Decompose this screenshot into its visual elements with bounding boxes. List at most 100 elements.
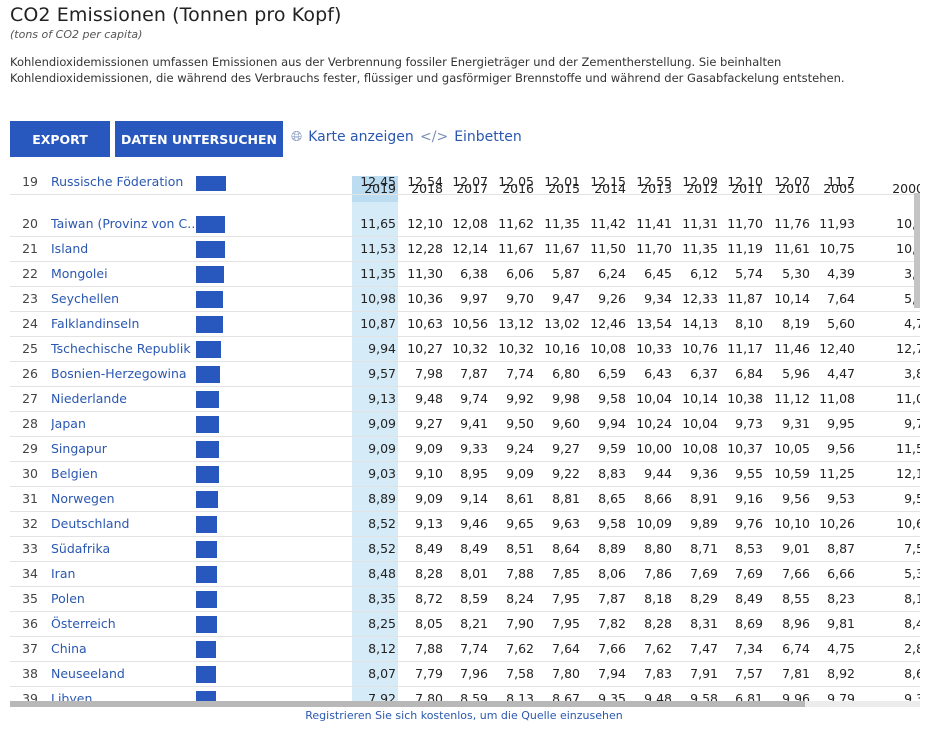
country-link[interactable]: Bosnien-Herzegowina <box>51 366 187 381</box>
cell-2014: 8,83 <box>598 466 626 481</box>
table-row[interactable]: 22 Mongolei 11,35 11,30 6,38 6,06 5,87 6,24 6,45… <box>10 262 920 287</box>
cell-2012: 10,14 <box>682 391 718 406</box>
cell-2000: 8,1 <box>904 591 920 606</box>
table-row[interactable]: 34 Iran 8,48 8,28 8,01 7,88 7,85 8,06 7,86 7,69 7,… <box>10 562 920 587</box>
cell-2016: 9,09 <box>506 466 534 481</box>
cell-2014: 9,94 <box>598 416 626 431</box>
source-register-link[interactable]: Registrieren Sie sich kostenlos, um die … <box>305 709 623 722</box>
country-link[interactable]: Neuseeland <box>51 666 125 681</box>
cell-2018: 9,48 <box>415 391 443 406</box>
country-link[interactable]: Japan <box>51 416 86 431</box>
table-row[interactable]: 26 Bosnien-Herzegowina 9,57 7,98 7,87 7,74 6,8… <box>10 362 920 387</box>
table-row[interactable]: 35 Polen 8,35 8,72 8,59 8,24 7,95 7,87 8,18 8,29 8… <box>10 587 920 612</box>
year-header-2016[interactable]: 2016 <box>502 181 534 196</box>
year-header-2012[interactable]: 2012 <box>686 181 718 196</box>
country-link[interactable]: Singapur <box>51 441 107 456</box>
cell-2013: 10,09 <box>636 516 672 531</box>
table-row[interactable]: 30 Belgien 9,03 9,10 8,95 9,09 9,22 8,83 9,44 9,3… <box>10 462 920 487</box>
country-link[interactable]: Island <box>51 241 89 256</box>
country-link[interactable]: Niederlande <box>51 391 127 406</box>
year-header-2014[interactable]: 2014 <box>594 181 626 196</box>
explore-data-button[interactable]: DATEN UNTERSUCHEN <box>115 121 283 157</box>
cell-2016: 9,92 <box>506 391 534 406</box>
year-header-2017[interactable]: 2017 <box>456 181 488 196</box>
table-row[interactable]: 20 Taiwan (Provinz von C… 11,65 12,10 12,08 1… <box>10 212 920 237</box>
cell-2005: 7,64 <box>827 291 855 306</box>
country-link[interactable]: Taiwan (Provinz von C… <box>51 216 197 231</box>
table-row[interactable]: 33 Südafrika 8,52 8,49 8,49 8,51 8,64 8,89 8,80 8… <box>10 537 920 562</box>
country-link[interactable]: Südafrika <box>51 541 111 556</box>
value-bar <box>196 641 216 658</box>
cell-2017: 10,56 <box>452 316 488 331</box>
year-header-2005[interactable]: 2005 <box>823 181 855 196</box>
country-link[interactable]: Falklandinseln <box>51 316 140 331</box>
table-row[interactable]: 24 Falklandinseln 10,87 10,63 10,56 13,12 13,0… <box>10 312 920 337</box>
export-button[interactable]: EXPORT <box>10 121 110 157</box>
cell-2013: 8,66 <box>644 491 672 506</box>
table-row[interactable]: 32 Deutschland 8,52 9,13 9,46 9,65 9,63 9,58 10,… <box>10 512 920 537</box>
country-link[interactable]: Österreich <box>51 616 116 631</box>
year-header-2013[interactable]: 2013 <box>640 181 672 196</box>
cell-2017: 12,07 <box>452 176 488 189</box>
year-header-2019[interactable]: 2019 <box>364 181 396 196</box>
cell-2018: 8,28 <box>415 566 443 581</box>
data-table[interactable]: 2019 2018 2017 2016 2015 2014 2013 2012 2011 2010… <box>10 176 920 706</box>
cell-2012: 9,89 <box>690 516 718 531</box>
country-link[interactable]: Iran <box>51 566 76 581</box>
table-row[interactable]: 36 Österreich 8,25 8,05 8,21 7,90 7,95 7,82 8,28… <box>10 612 920 637</box>
row-rank: 32 <box>22 516 38 531</box>
cell-2013: 13,54 <box>636 316 672 331</box>
year-header-2018[interactable]: 2018 <box>411 181 443 196</box>
country-link[interactable]: Tschechische Republik <box>51 341 191 356</box>
cell-2000: 8,6 <box>904 666 920 681</box>
cell-2011: 11,17 <box>727 341 763 356</box>
year-header-2015[interactable]: 2015 <box>548 181 580 196</box>
row-divider <box>10 236 920 237</box>
horizontal-scrollbar-thumb[interactable] <box>10 701 805 707</box>
embed-link[interactable]: </> Einbetten <box>420 129 522 145</box>
value-bar <box>196 241 225 258</box>
row-rank: 36 <box>22 616 38 631</box>
cell-2010: 9,56 <box>782 491 810 506</box>
cell-2012: 8,29 <box>690 591 718 606</box>
table-row[interactable]: 38 Neuseeland 8,07 7,79 7,96 7,58 7,80 7,94 7,83… <box>10 662 920 687</box>
country-link[interactable]: Russische Föderation <box>51 176 184 189</box>
table-row[interactable]: 19 Russische Föderation 12,45 12,54 12,07 12,… <box>10 176 920 195</box>
cell-2010: 5,30 <box>782 266 810 281</box>
show-map-link[interactable]: 🌐︎ Karte anzeigen <box>291 129 414 145</box>
table-row[interactable]: 28 Japan 9,09 9,27 9,41 9,50 9,60 9,94 10,24 10,0… <box>10 412 920 437</box>
table-row[interactable]: 25 Tschechische Republik 9,94 10,27 10,32 10,… <box>10 337 920 362</box>
cell-2012: 12,33 <box>682 291 718 306</box>
cell-2013: 9,44 <box>644 466 672 481</box>
country-link[interactable]: Seychellen <box>51 291 120 306</box>
year-header-2011[interactable]: 2011 <box>731 181 763 196</box>
row-rank: 33 <box>22 541 38 556</box>
vertical-scrollbar-thumb[interactable] <box>914 193 920 308</box>
country-link[interactable]: Norwegen <box>51 491 115 506</box>
cell-2005: 11,08 <box>819 391 855 406</box>
country-link[interactable]: Belgien <box>51 466 98 481</box>
cell-2010: 11,76 <box>774 216 810 231</box>
table-row[interactable]: 27 Niederlande 9,13 9,48 9,74 9,92 9,98 9,58 10,… <box>10 387 920 412</box>
table-row[interactable]: 29 Singapur 9,09 9,09 9,33 9,24 9,27 9,59 10,00 1… <box>10 437 920 462</box>
cell-2005: 6,66 <box>827 566 855 581</box>
table-row[interactable]: 23 Seychellen 10,98 10,36 9,97 9,70 9,47 9,26 9,… <box>10 287 920 312</box>
country-link[interactable]: China <box>51 641 87 656</box>
table-row[interactable]: 21 Island 11,53 12,28 12,14 11,67 11,67 11,50 11… <box>10 237 920 262</box>
country-link[interactable]: Polen <box>51 591 85 606</box>
cell-2011: 7,69 <box>735 566 763 581</box>
year-header-2010[interactable]: 2010 <box>778 181 810 196</box>
cell-2018: 9,09 <box>415 491 443 506</box>
cell-2018: 10,27 <box>407 341 443 356</box>
highlight-column-header <box>352 176 398 202</box>
table-row[interactable]: 37 China 8,12 7,88 7,74 7,62 7,64 7,66 7,62 7,47 7… <box>10 637 920 662</box>
country-link[interactable]: Mongolei <box>51 266 108 281</box>
cell-2017: 9,74 <box>460 391 488 406</box>
table-row[interactable]: 31 Norwegen 8,89 9,09 9,14 8,61 8,81 8,65 8,66 8,… <box>10 487 920 512</box>
cell-2010: 10,59 <box>774 466 810 481</box>
cell-2013: 10,04 <box>636 391 672 406</box>
cell-2011: 8,69 <box>735 616 763 631</box>
cell-2005: 4,39 <box>827 266 855 281</box>
year-header-2000[interactable]: 2000 <box>892 181 920 196</box>
country-link[interactable]: Deutschland <box>51 516 130 531</box>
